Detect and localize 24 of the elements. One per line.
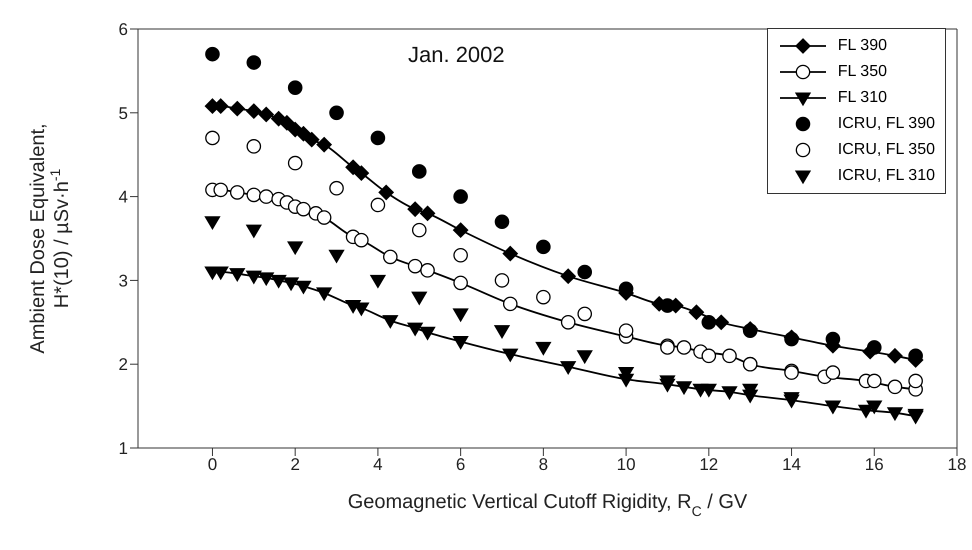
legend-label: ICRU, FL 310 [838,167,935,185]
x-tick-label: 0 [208,455,218,474]
legend-label: FL 350 [838,63,887,81]
y-tick-label: 1 [118,439,128,458]
x-axis-title: Geomagnetic Vertical Cutoff Rigidity, R$_{C}$ / GV [348,491,748,519]
x-tick-label: 4 [373,455,383,474]
x-tick-label: 8 [538,455,548,474]
y-tick-label: 3 [118,271,128,290]
x-tick-label: 16 [864,455,884,474]
legend-label: ICRU, FL 390 [838,115,935,133]
x-tick-label: 14 [782,455,802,474]
y-tick-label: 2 [118,355,128,374]
x-tick-label: 10 [616,455,636,474]
x-tick-label: 2 [290,455,300,474]
y-tick-label: 5 [118,104,128,123]
y-tick-label: 6 [118,20,128,40]
x-tick-label: 12 [699,455,718,474]
y-tick-label: 4 [118,188,128,207]
annotation: Jan. 2002 [408,42,505,68]
legend-label: ICRU, FL 350 [838,141,935,159]
x-tick-label: 18 [948,455,966,474]
legend-label: FL 310 [838,89,887,107]
legend-label: FL 390 [838,37,887,55]
x-tick-label: 6 [456,455,466,474]
